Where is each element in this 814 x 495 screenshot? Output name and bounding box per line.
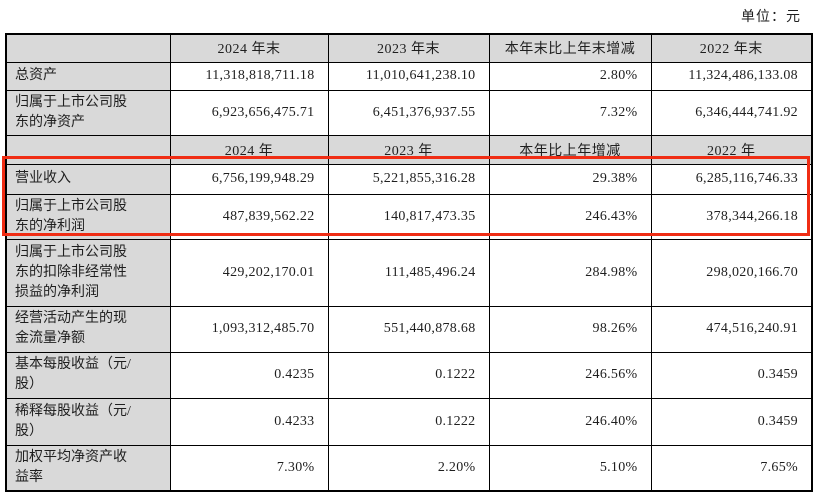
row-label: 归属于上市公司股东的扣除非经常性损益的净利润 xyxy=(5,238,171,307)
column-header-2022-year-end: 2022 年末 xyxy=(650,33,813,63)
value-cell: 7.65% xyxy=(650,444,813,492)
value-cell: 429,202,170.01 xyxy=(169,238,329,307)
value-cell: 11,318,818,711.18 xyxy=(169,61,329,91)
value-cell: 1,093,312,485.70 xyxy=(169,305,329,353)
value-cell: 551,440,878.68 xyxy=(327,305,490,353)
value-cell: 98.26% xyxy=(488,305,652,353)
value-cell: 298,020,166.70 xyxy=(650,238,813,307)
column-header-yoy-change-year-end: 本年末比上年末增减 xyxy=(488,33,652,63)
value-cell: 246.43% xyxy=(488,193,652,240)
value-cell: 7.32% xyxy=(488,89,652,136)
row-label: 归属于上市公司股东的净利润 xyxy=(5,193,171,240)
value-cell: 246.40% xyxy=(488,397,652,446)
value-cell: 6,923,656,475.71 xyxy=(169,89,329,136)
table-header-row-year-end: 2024 年末 2023 年末 本年末比上年末增减 2022 年末 xyxy=(5,33,813,63)
value-cell: 0.4233 xyxy=(169,397,329,446)
corner-cell xyxy=(5,134,171,165)
value-cell: 11,010,641,238.10 xyxy=(327,61,490,91)
value-cell: 0.3459 xyxy=(650,397,813,446)
financial-summary-table: 2024 年末 2023 年末 本年末比上年末增减 2022 年末 总资产 11… xyxy=(5,33,813,492)
row-label: 总资产 xyxy=(5,61,171,91)
value-cell: 378,344,266.18 xyxy=(650,193,813,240)
corner-cell xyxy=(5,33,171,63)
column-header-2022-year: 2022 年 xyxy=(650,134,813,165)
row-label: 经营活动产生的现金流量净额 xyxy=(5,305,171,353)
value-cell: 246.56% xyxy=(488,351,652,399)
table-row-net-profit-excl-nonrecurring: 归属于上市公司股东的扣除非经常性损益的净利润 429,202,170.01 11… xyxy=(5,238,813,307)
value-cell: 0.3459 xyxy=(650,351,813,399)
column-header-2024-year: 2024 年 xyxy=(169,134,329,165)
value-cell: 5,221,855,316.28 xyxy=(327,163,490,195)
row-label: 加权平均净资产收益率 xyxy=(5,444,171,492)
value-cell: 6,346,444,741.92 xyxy=(650,89,813,136)
table-row-operating-cash-flow: 经营活动产生的现金流量净额 1,093,312,485.70 551,440,8… xyxy=(5,305,813,353)
value-cell: 284.98% xyxy=(488,238,652,307)
value-cell: 6,285,116,746.33 xyxy=(650,163,813,195)
table-row-net-assets: 归属于上市公司股东的净资产 6,923,656,475.71 6,451,376… xyxy=(5,89,813,136)
unit-label: 单位：元 xyxy=(741,10,801,25)
value-cell: 2.20% xyxy=(327,444,490,492)
value-cell: 111,485,496.24 xyxy=(327,238,490,307)
table-row-net-profit: 归属于上市公司股东的净利润 487,839,562.22 140,817,473… xyxy=(5,193,813,240)
value-cell: 7.30% xyxy=(169,444,329,492)
value-cell: 6,451,376,937.55 xyxy=(327,89,490,136)
row-label: 稀释每股收益（元/股） xyxy=(5,397,171,446)
table-row-operating-revenue: 营业收入 6,756,199,948.29 5,221,855,316.28 2… xyxy=(5,163,813,195)
table-row-basic-eps: 基本每股收益（元/股） 0.4235 0.1222 246.56% 0.3459 xyxy=(5,351,813,399)
table-row-diluted-eps: 稀释每股收益（元/股） 0.4233 0.1222 246.40% 0.3459 xyxy=(5,397,813,446)
value-cell: 474,516,240.91 xyxy=(650,305,813,353)
value-cell: 2.80% xyxy=(488,61,652,91)
column-header-2023-year-end: 2023 年末 xyxy=(327,33,490,63)
value-cell: 6,756,199,948.29 xyxy=(169,163,329,195)
value-cell: 140,817,473.35 xyxy=(327,193,490,240)
value-cell: 487,839,562.22 xyxy=(169,193,329,240)
row-label: 营业收入 xyxy=(5,163,171,195)
value-cell: 11,324,486,133.08 xyxy=(650,61,813,91)
column-header-2023-year: 2023 年 xyxy=(327,134,490,165)
value-cell: 0.1222 xyxy=(327,397,490,446)
value-cell: 29.38% xyxy=(488,163,652,195)
value-cell: 5.10% xyxy=(488,444,652,492)
table-row-total-assets: 总资产 11,318,818,711.18 11,010,641,238.10 … xyxy=(5,61,813,91)
column-header-yoy-change-year: 本年比上年增减 xyxy=(488,134,652,165)
table-header-row-year: 2024 年 2023 年 本年比上年增减 2022 年 xyxy=(5,134,813,165)
table-row-weighted-avg-roe: 加权平均净资产收益率 7.30% 2.20% 5.10% 7.65% xyxy=(5,444,813,492)
row-label: 基本每股收益（元/股） xyxy=(5,351,171,399)
column-header-2024-year-end: 2024 年末 xyxy=(169,33,329,63)
row-label: 归属于上市公司股东的净资产 xyxy=(5,89,171,136)
value-cell: 0.4235 xyxy=(169,351,329,399)
value-cell: 0.1222 xyxy=(327,351,490,399)
